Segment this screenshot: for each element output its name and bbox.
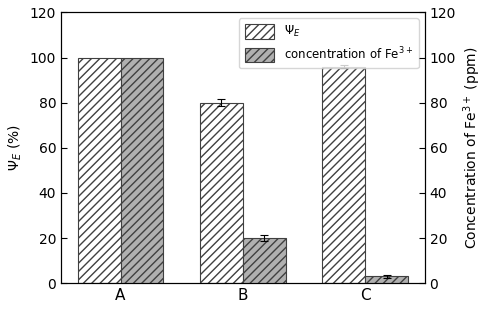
Bar	[322, 67, 366, 283]
Bar	[243, 238, 286, 283]
Legend: $\Psi_E$, concentration of Fe$^{3+}$: $\Psi_E$, concentration of Fe$^{3+}$	[239, 18, 419, 68]
Bar	[366, 277, 408, 283]
Y-axis label: $\Psi_E$ (%): $\Psi_E$ (%)	[7, 124, 24, 171]
Bar	[200, 103, 243, 283]
Y-axis label: Concentration of Fe$^{3+}$ (ppm): Concentration of Fe$^{3+}$ (ppm)	[462, 46, 483, 249]
Bar	[77, 58, 121, 283]
Bar	[121, 58, 163, 283]
